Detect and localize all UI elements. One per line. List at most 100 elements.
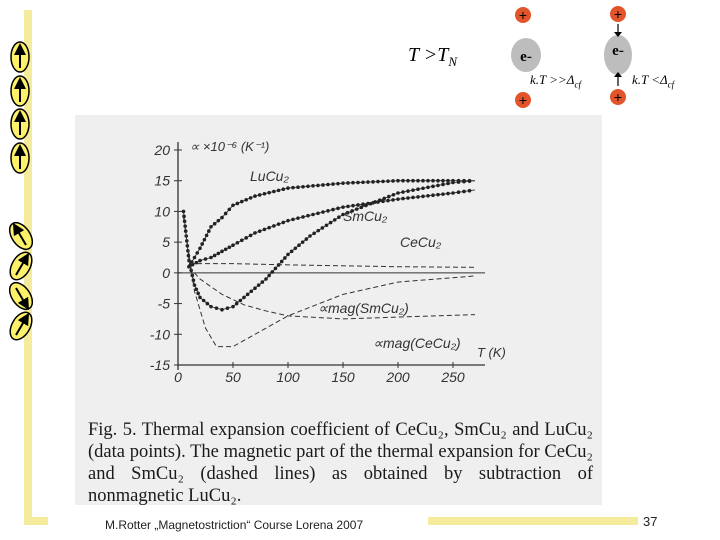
data-point bbox=[381, 179, 385, 184]
data-point bbox=[248, 196, 253, 200]
data-point bbox=[396, 197, 400, 201]
data-point bbox=[296, 185, 300, 189]
data-point bbox=[387, 194, 391, 199]
y-tick-label: -5 bbox=[158, 296, 171, 312]
data-point bbox=[253, 231, 257, 235]
data-point bbox=[381, 199, 385, 204]
data-point bbox=[416, 178, 420, 183]
data-point bbox=[337, 215, 341, 219]
data-point bbox=[421, 186, 425, 191]
data-point bbox=[426, 185, 430, 190]
data-point bbox=[281, 187, 286, 192]
data-point bbox=[350, 209, 354, 213]
data-point bbox=[194, 287, 199, 292]
spin-arrows bbox=[8, 41, 34, 341]
data-point bbox=[216, 218, 221, 223]
data-point bbox=[354, 207, 359, 211]
scanned-figure bbox=[75, 115, 602, 505]
series-dashed-5 bbox=[189, 263, 476, 268]
data-point bbox=[188, 263, 192, 268]
data-point bbox=[356, 180, 360, 185]
data-point bbox=[332, 218, 337, 222]
series-dashed-3 bbox=[188, 266, 476, 320]
data-point bbox=[196, 291, 200, 296]
data-point bbox=[426, 178, 430, 183]
data-point bbox=[411, 195, 415, 200]
data-point bbox=[391, 198, 395, 202]
data-point bbox=[386, 198, 390, 203]
data-point bbox=[198, 295, 202, 300]
data-point bbox=[209, 224, 213, 229]
spin-arrow-tilted-2-icon bbox=[9, 251, 33, 281]
svg-text:e-: e- bbox=[520, 49, 532, 65]
x-tick-label: 150 bbox=[331, 369, 355, 385]
data-point bbox=[436, 178, 440, 183]
data-point bbox=[311, 184, 315, 188]
spin-arrow-up-2-icon bbox=[10, 75, 30, 107]
data-point bbox=[235, 201, 240, 206]
data-point bbox=[270, 270, 275, 274]
data-point bbox=[467, 188, 472, 193]
data-point bbox=[396, 178, 400, 183]
data-point bbox=[198, 258, 202, 263]
data-point bbox=[234, 301, 239, 306]
x-tick-label: 100 bbox=[276, 369, 300, 385]
data-point bbox=[406, 196, 410, 200]
data-point bbox=[240, 199, 244, 204]
data-point bbox=[346, 181, 350, 185]
data-point bbox=[446, 191, 450, 196]
data-point bbox=[253, 194, 257, 198]
data-point bbox=[245, 292, 250, 297]
data-point bbox=[446, 181, 450, 186]
data-point bbox=[441, 192, 445, 196]
label-smcu2: SmCu₂ bbox=[343, 208, 388, 224]
data-point bbox=[316, 183, 320, 188]
svg-text:+: + bbox=[614, 89, 622, 105]
data-point bbox=[462, 189, 466, 194]
data-point bbox=[361, 180, 365, 185]
data-point bbox=[198, 246, 202, 251]
data-point bbox=[231, 304, 235, 309]
label-cecu2: CeCu₂ bbox=[400, 234, 442, 250]
y-tick-label: -10 bbox=[150, 326, 170, 342]
data-point bbox=[346, 204, 350, 209]
data-point bbox=[421, 178, 425, 183]
spin-arrow-tilted-1-icon bbox=[8, 221, 34, 251]
data-point bbox=[262, 191, 267, 196]
data-point bbox=[321, 183, 325, 187]
page-number: 37 bbox=[643, 514, 658, 529]
data-point bbox=[451, 180, 455, 185]
data-point bbox=[257, 193, 262, 197]
data-point bbox=[281, 220, 286, 225]
spin-arrow-tilted-4-icon bbox=[9, 311, 33, 341]
data-point bbox=[361, 202, 365, 207]
data-point bbox=[359, 205, 364, 210]
data-point bbox=[462, 179, 466, 184]
data-point bbox=[386, 179, 390, 183]
data-point bbox=[356, 203, 360, 207]
data-point bbox=[200, 242, 204, 246]
data-point bbox=[201, 298, 206, 303]
data-point bbox=[286, 218, 290, 223]
data-point bbox=[368, 201, 373, 206]
data-point bbox=[421, 194, 425, 199]
data-point bbox=[257, 229, 262, 233]
data-point bbox=[456, 190, 461, 195]
data-point bbox=[291, 185, 295, 190]
data-point bbox=[300, 240, 305, 244]
data-point bbox=[272, 189, 276, 194]
x-tick-label: 250 bbox=[440, 369, 465, 385]
data-point bbox=[406, 178, 410, 183]
electron-cloud-round-icon: e- bbox=[511, 38, 541, 72]
data-point bbox=[231, 203, 235, 208]
data-point bbox=[324, 223, 329, 228]
data-point bbox=[328, 220, 333, 225]
y-tick-label: 15 bbox=[154, 173, 170, 189]
series-curve-1 bbox=[188, 189, 476, 268]
data-point bbox=[297, 243, 301, 248]
y-tick-label: -15 bbox=[150, 357, 170, 373]
data-point bbox=[276, 222, 281, 226]
spin-arrow-tilted-3-icon bbox=[8, 281, 34, 311]
data-point bbox=[396, 191, 400, 195]
data-point bbox=[220, 249, 224, 254]
